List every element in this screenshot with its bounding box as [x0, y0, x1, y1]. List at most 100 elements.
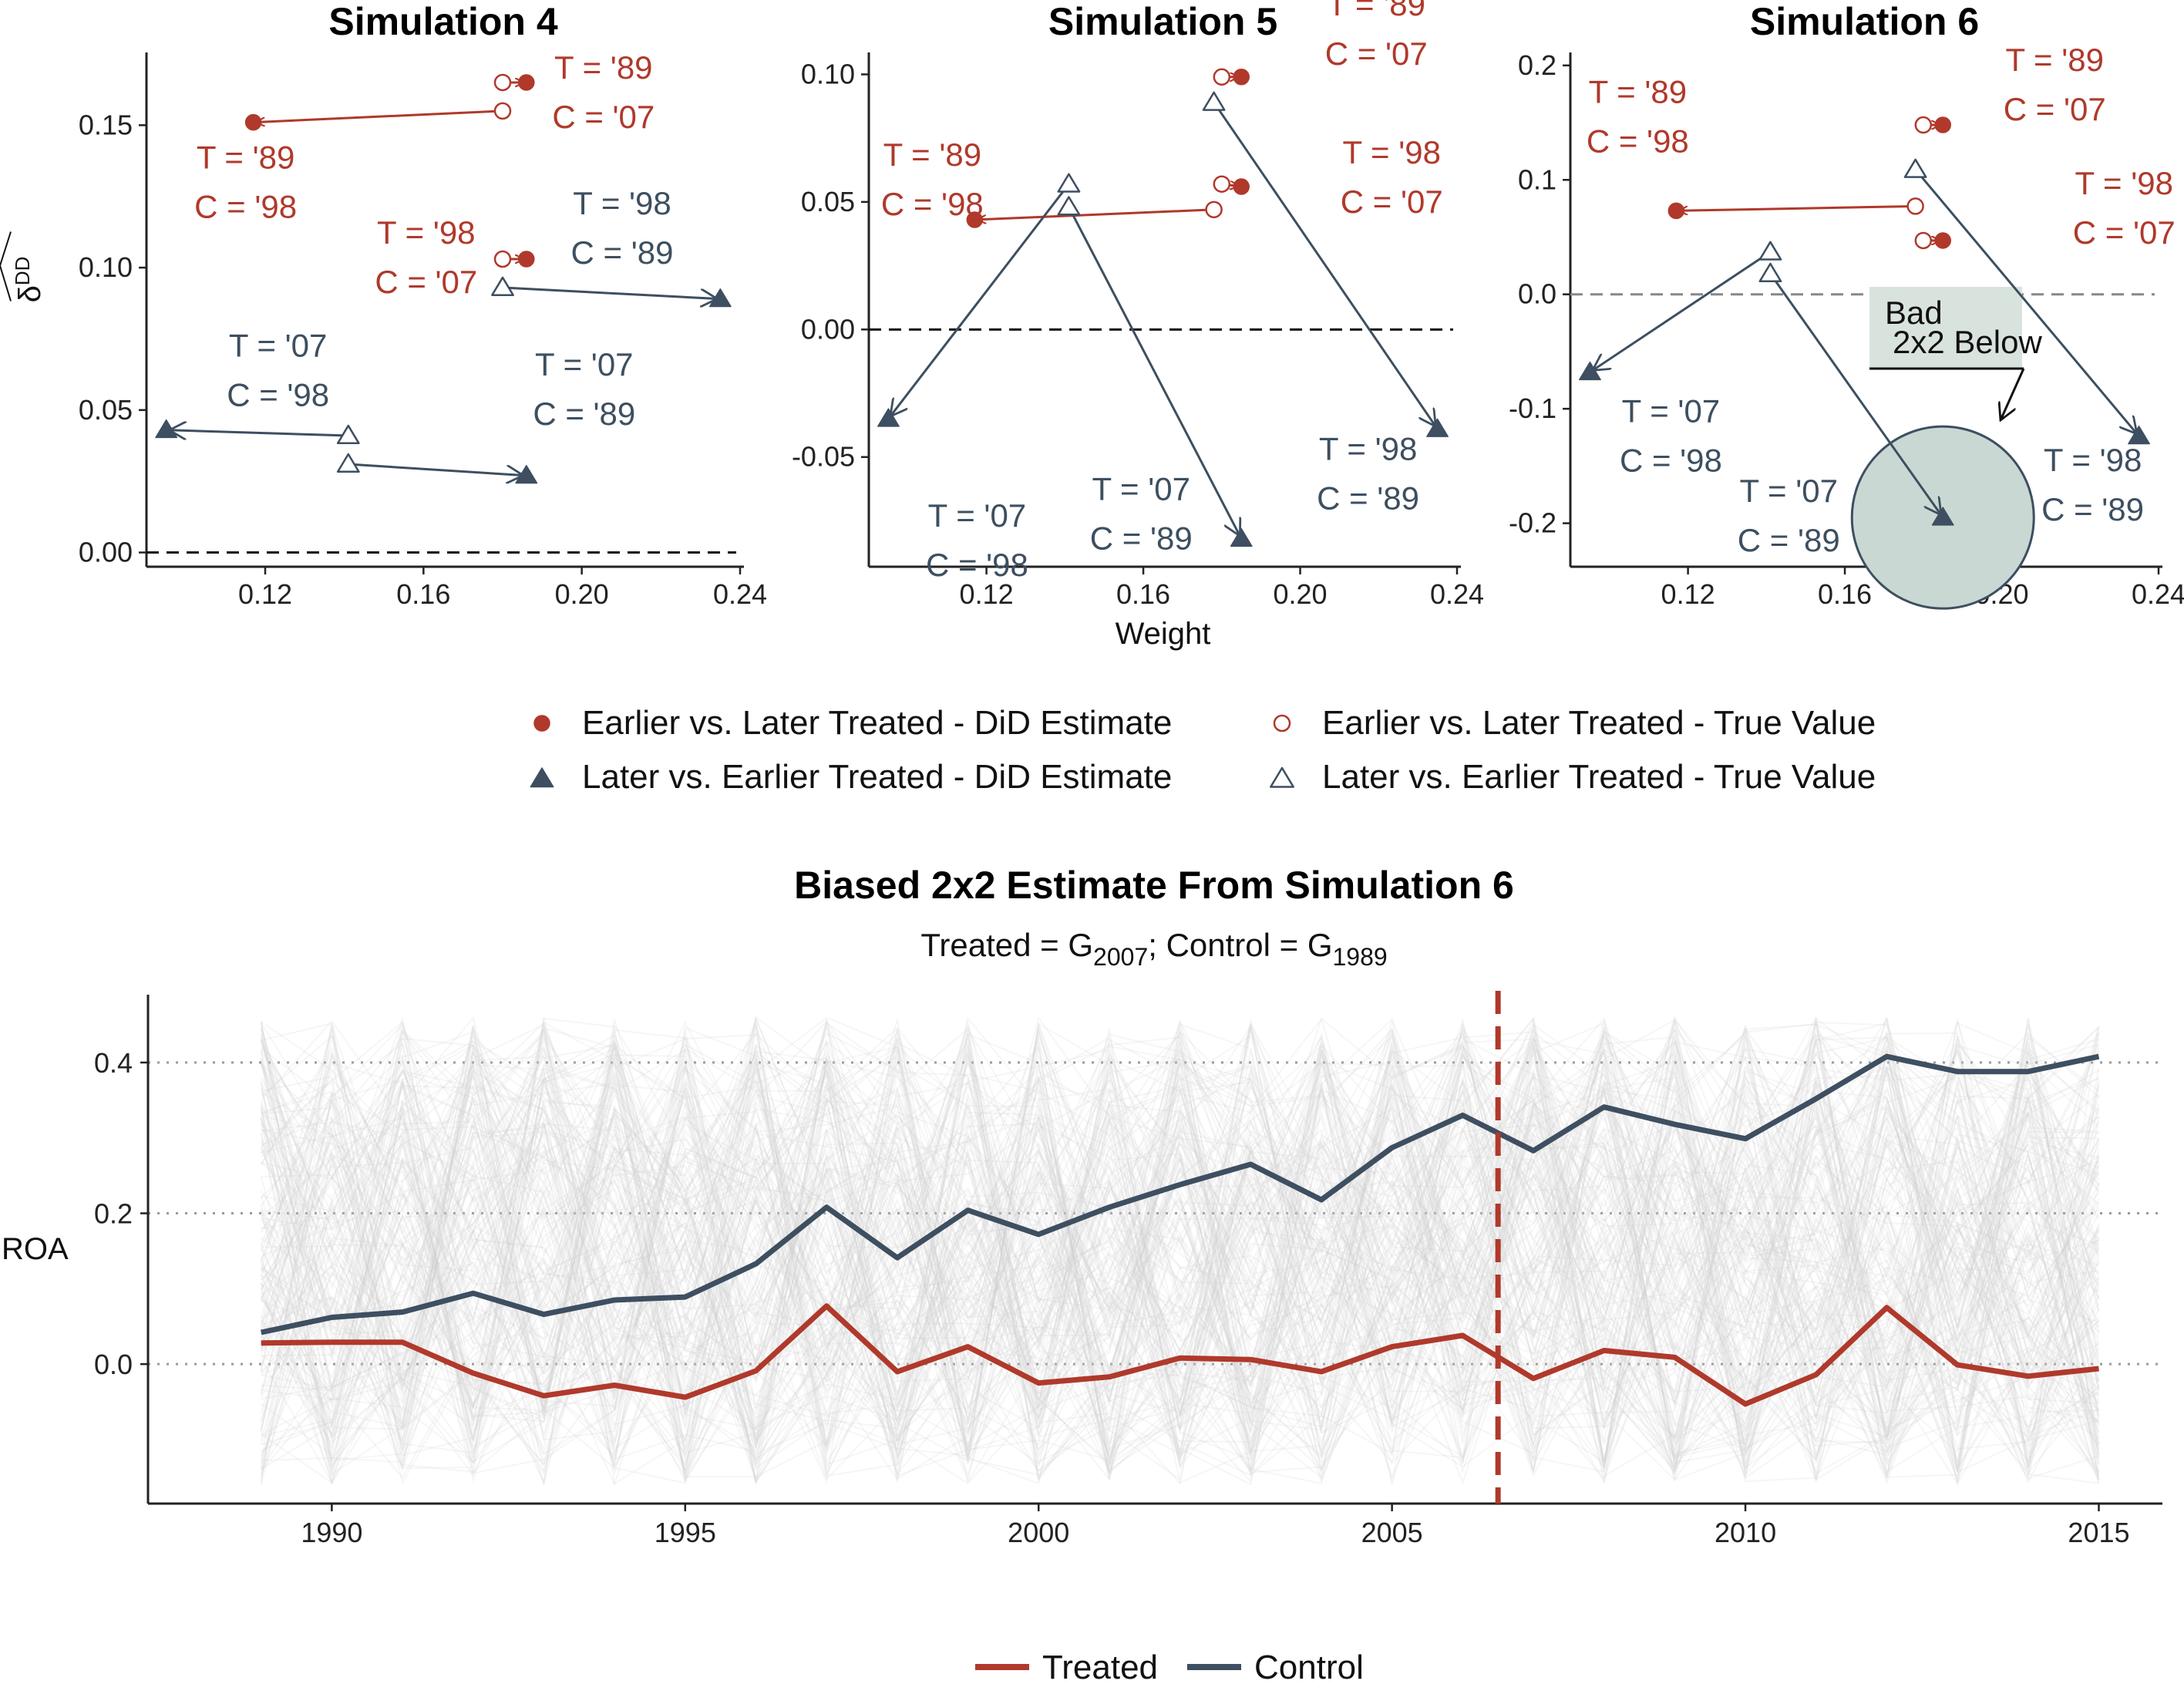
legend-label: Earlier vs. Later Treated - DiD Estimate — [582, 704, 1172, 742]
pair-label-treated: T = '98 — [1342, 134, 1441, 170]
firm-trajectory — [260, 1037, 2100, 1485]
firm-trajectory — [260, 1039, 2100, 1477]
true-value-marker — [1914, 231, 1933, 250]
pair-early-2: T = '89 C = '07 — [1914, 42, 2106, 134]
firm-trajectory — [260, 1029, 2099, 1457]
firm-trajectory — [260, 1028, 2100, 1476]
firm-trajectory — [260, 1015, 2100, 1484]
firm-trajectory — [260, 1030, 2100, 1477]
pair-arrow — [508, 286, 717, 298]
firm-trajectory — [260, 1022, 2099, 1465]
firm-trajectory — [260, 1039, 2100, 1485]
firm-trajectory — [260, 1030, 2100, 1481]
firm-trajectory — [260, 1039, 2100, 1484]
legend-label: Treated — [1042, 1649, 1158, 1684]
chart-titles: Biased 2x2 Estimate From Simulation 6 Tre… — [794, 864, 1514, 971]
true-value-marker — [493, 102, 512, 120]
pair-label-control: C = '98 — [227, 377, 329, 413]
firm-trajectory — [260, 1020, 2100, 1482]
hat-mark — [0, 231, 12, 301]
did-estimate-marker — [877, 408, 900, 427]
firm-trajectory — [260, 1032, 2100, 1464]
firm-trajectory — [260, 1016, 2100, 1487]
chart-title: Biased 2x2 Estimate From Simulation 6 — [794, 864, 1514, 907]
firm-trajectory — [260, 1015, 2100, 1434]
firm-trajectory — [261, 1029, 2100, 1470]
firm-trajectory — [261, 1022, 2100, 1480]
subtitle-part: ; Control = G — [1148, 927, 1332, 963]
firm-trajectory — [260, 1016, 2100, 1479]
firm-trajectory — [260, 1015, 2099, 1475]
did-estimate-marker — [1931, 507, 1954, 526]
legend-marker — [1270, 766, 1294, 788]
firm-trajectory — [260, 1032, 2100, 1457]
legend-item-filled-circle: Earlier vs. Later Treated - DiD Estimate — [533, 704, 1172, 742]
pair-arrow — [978, 208, 1208, 220]
true-value-marker — [1914, 116, 1933, 134]
did-estimate-marker — [708, 288, 732, 308]
firm-trajectory — [260, 1036, 2100, 1477]
firm-trajectory — [260, 1027, 2100, 1451]
firm-trajectory — [260, 1039, 2100, 1473]
firm-trajectory — [260, 1017, 2100, 1469]
firm-trajectory — [260, 1018, 2100, 1474]
pair-label-control: C = '07 — [1325, 35, 1428, 72]
firm-trajectory — [260, 1029, 2099, 1457]
firm-trajectory — [260, 1025, 2100, 1475]
firm-trajectory — [261, 1018, 2100, 1475]
true-value-marker — [1202, 91, 1226, 111]
background-trajectories — [260, 1015, 2100, 1487]
chart-subtitle: Treated = G2007; Control = G1989 — [920, 927, 1387, 971]
pair-early-2: T = '89 C = '07 — [493, 49, 655, 135]
pair-late-5: T = '07 C = '89 — [1057, 196, 1253, 557]
y-tick-label: -0.1 — [1509, 392, 1556, 424]
pair-late-5: T = '07 C = '89 — [1738, 262, 1954, 558]
panel-simulation-4: Simulation 4 0.00 0.05 0.10 0.15 0.12 0.16 0.20… — [0, 0, 767, 610]
firm-trajectory — [260, 1056, 2100, 1445]
y-tick-label: 0.0 — [1518, 278, 1556, 310]
pair-late-4: T = '07 C = '98 — [1579, 241, 1782, 479]
legend-item-control: Control — [1187, 1649, 1364, 1684]
callout-line-2: 2x2 Below — [1893, 324, 2042, 360]
firm-trajectory — [261, 1052, 2099, 1473]
y-axis-label-text: δDD — [11, 257, 47, 303]
pair-label-treated: T = '89 — [1327, 0, 1425, 22]
firm-trajectory — [260, 1019, 2099, 1464]
true-value-marker — [1205, 200, 1223, 219]
pair-early-2: T = '89 C = '07 — [1213, 0, 1428, 86]
firm-trajectory — [260, 1038, 2100, 1474]
firm-trajectory — [261, 1018, 2100, 1483]
firm-trajectory — [261, 1034, 2100, 1483]
pair-label-treated: T = '89 — [2005, 42, 2104, 78]
firm-trajectory — [260, 1029, 2100, 1485]
firm-trajectory — [260, 1042, 2100, 1485]
true-value-marker — [1057, 173, 1081, 193]
firm-trajectory — [260, 1050, 2100, 1469]
firm-trajectory — [260, 1029, 2100, 1470]
firm-trajectory — [260, 1023, 2100, 1486]
pair-label-treated: T = '98 — [1319, 430, 1418, 466]
y-tick-label: 0.4 — [94, 1047, 133, 1079]
firm-trajectory — [261, 1040, 2100, 1484]
firm-trajectory — [261, 1047, 2100, 1461]
firm-trajectory — [260, 1033, 2100, 1440]
pair-label-treated: T = '07 — [1092, 471, 1190, 507]
firm-trajectory — [260, 1044, 2100, 1474]
pair-label-control: C = '89 — [2041, 491, 2144, 527]
firm-trajectory — [261, 1048, 2100, 1484]
legend-marker — [530, 767, 554, 788]
legend-label: Later vs. Earlier Treated - DiD Estimate — [582, 758, 1172, 796]
firm-trajectory — [260, 1068, 2100, 1485]
x-tick-label: 0.16 — [1818, 578, 1872, 610]
firm-trajectory — [260, 1049, 2100, 1484]
callout-box — [1869, 287, 2022, 370]
pair-label-control: C = '89 — [1738, 522, 1840, 558]
firm-trajectory — [261, 1046, 2100, 1484]
pair-label-control: C = '07 — [2073, 214, 2176, 251]
firm-trajectory — [261, 1110, 2100, 1477]
firm-trajectory — [260, 1036, 2100, 1473]
did-estimate-marker — [518, 251, 535, 268]
pair-early-1: T = '89 C = '98 — [194, 102, 512, 225]
pair-label-treated: T = '98 — [377, 214, 476, 251]
firm-trajectory — [260, 1033, 2099, 1471]
